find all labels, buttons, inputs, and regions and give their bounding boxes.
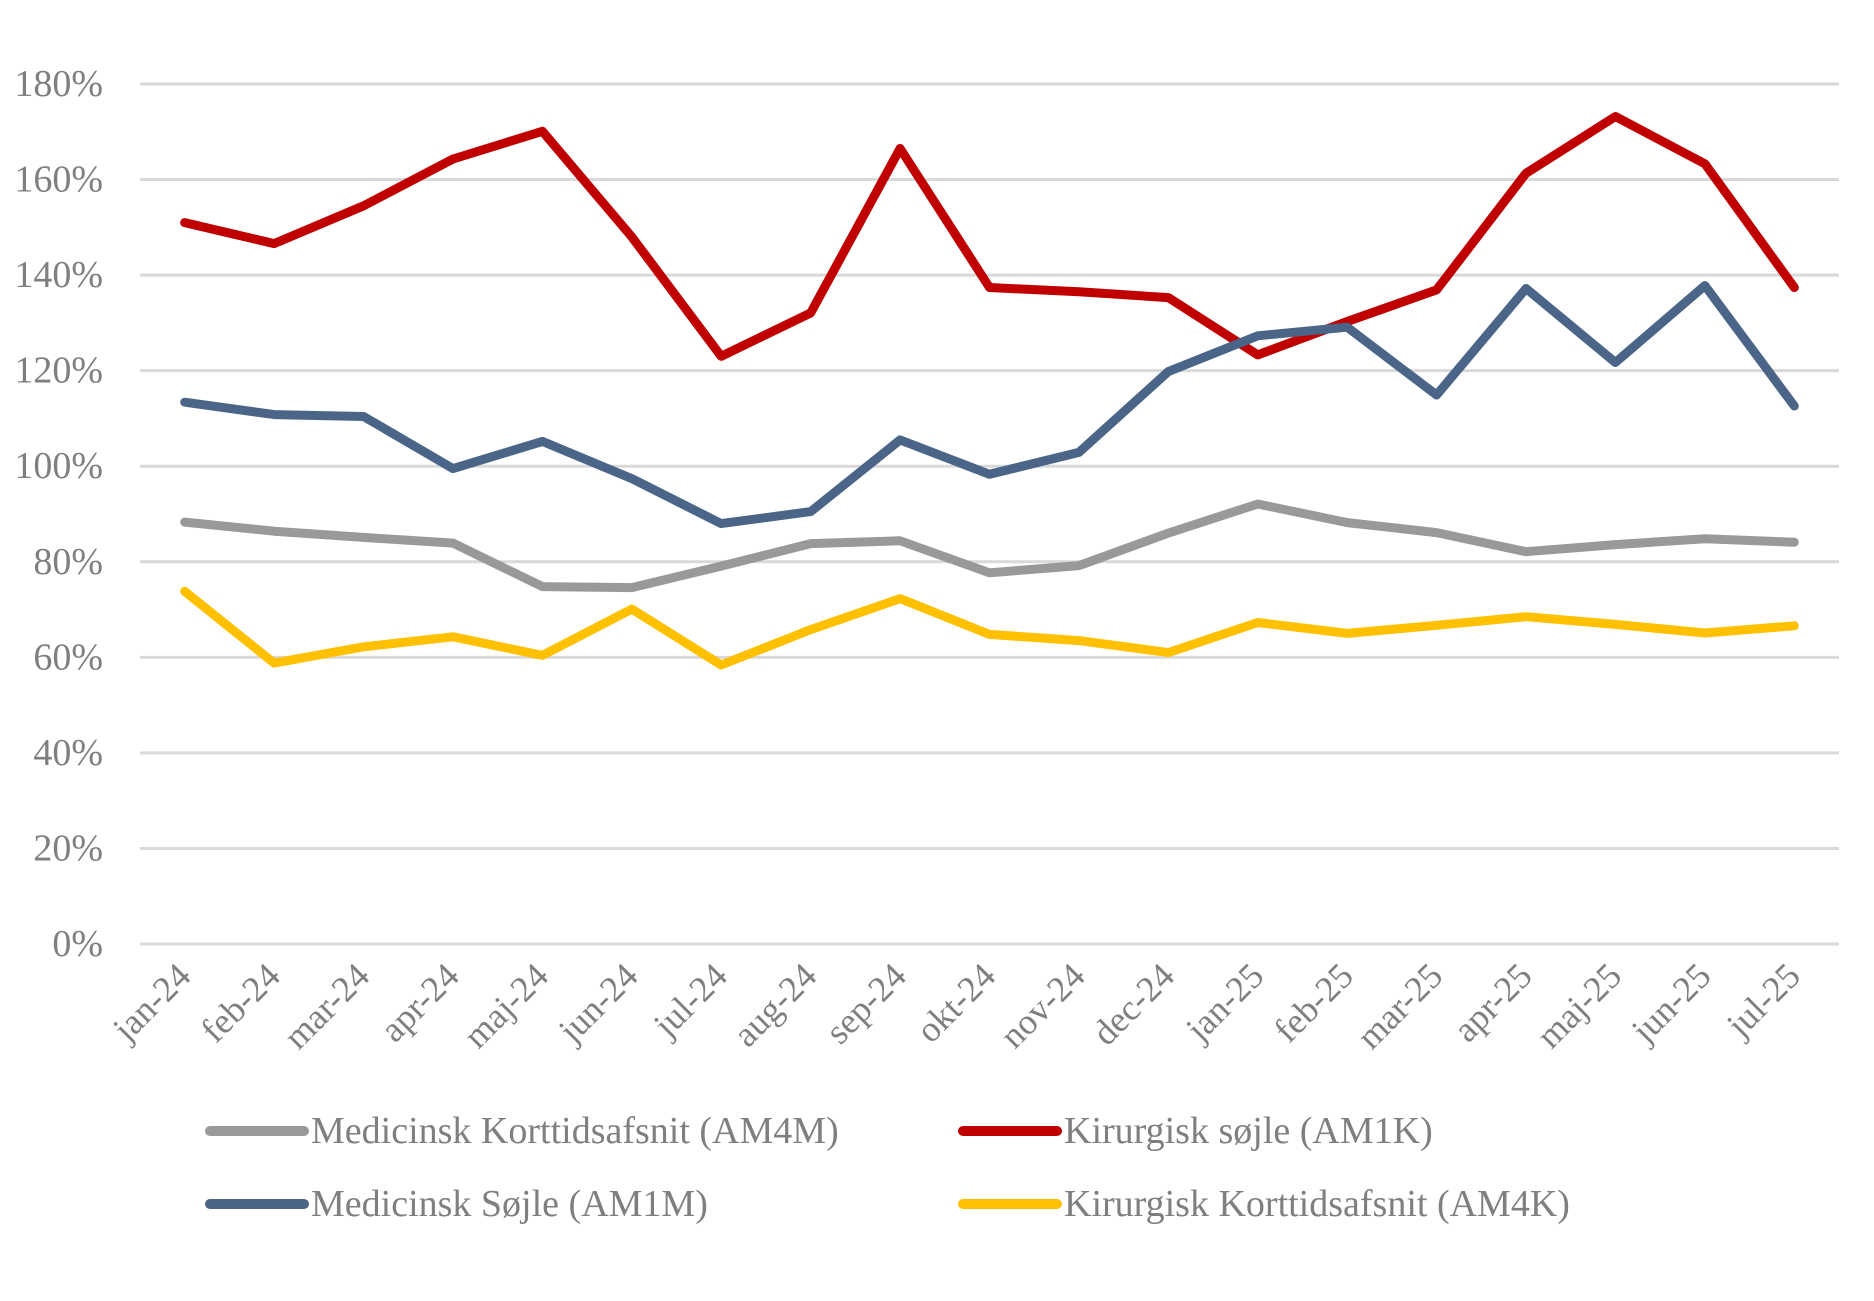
x-tick-label: jun-25 xyxy=(1622,955,1718,1051)
x-tick-label: apr-25 xyxy=(1445,955,1539,1049)
x-tick-label: nov-24 xyxy=(992,955,1092,1055)
x-tick-label: jul-24 xyxy=(644,955,735,1046)
x-tick-label: jul-25 xyxy=(1717,955,1808,1046)
y-tick-label: 100% xyxy=(14,445,103,487)
x-tick-label: feb-24 xyxy=(193,955,288,1050)
legend-item: Medicinsk Korttidsafsnit (AM4M) xyxy=(205,1110,839,1152)
series-line-1 xyxy=(180,499,1799,593)
legend-label: Medicinsk Søjle (AM1M) xyxy=(311,1183,708,1225)
series-points-1 xyxy=(184,503,1795,588)
x-tick-label: mar-25 xyxy=(1349,955,1450,1056)
y-tick-label: 180% xyxy=(14,63,103,105)
x-tick-label: aug-24 xyxy=(725,955,824,1054)
x-tick-label: dec-24 xyxy=(1084,955,1182,1053)
x-tick-label: maj-25 xyxy=(1529,955,1629,1055)
series-line-2 xyxy=(180,112,1799,361)
legend: Medicinsk Korttidsafsnit (AM4M) Kirurgisk… xyxy=(205,1110,1570,1225)
legend-item: Kirurgisk søjle (AM1K) xyxy=(958,1110,1433,1152)
y-tick-label: 120% xyxy=(14,350,103,392)
x-tick-label: jan-24 xyxy=(104,955,199,1050)
x-tick-label: mar-24 xyxy=(276,955,377,1056)
y-tick-label: 60% xyxy=(33,636,103,678)
series-line-3 xyxy=(180,281,1799,529)
series-points-3 xyxy=(184,285,1795,524)
legend-label: Medicinsk Korttidsafsnit (AM4M) xyxy=(311,1110,839,1152)
series-points-4 xyxy=(184,591,1795,666)
legend-label: Kirurgisk Korttidsafsnit (AM4K) xyxy=(1064,1183,1570,1225)
legend-item: Medicinsk Søjle (AM1M) xyxy=(205,1183,708,1225)
y-tick-label: 80% xyxy=(33,541,103,583)
gridlines xyxy=(140,82,1839,946)
series-points-2 xyxy=(184,116,1795,357)
series-line-4 xyxy=(180,586,1799,670)
y-tick-label: 40% xyxy=(33,732,103,774)
y-tick-label: 140% xyxy=(14,254,103,296)
legend-label: Kirurgisk søjle (AM1K) xyxy=(1064,1110,1433,1152)
x-tick-label: sep-24 xyxy=(818,955,914,1051)
series-lines xyxy=(180,112,1799,670)
x-tick-label: feb-25 xyxy=(1266,955,1361,1050)
x-tick-label: apr-24 xyxy=(372,955,466,1049)
x-tick-label: okt-24 xyxy=(908,955,1003,1050)
x-tick-label: jan-25 xyxy=(1177,955,1272,1050)
x-tick-label: jun-24 xyxy=(549,955,645,1051)
legend-item: Kirurgisk Korttidsafsnit (AM4K) xyxy=(958,1183,1570,1225)
y-tick-label: 20% xyxy=(33,827,103,869)
y-tick-label: 0% xyxy=(52,923,103,965)
y-axis-tick-labels: 0% 20% 40% 60% 80% 100% 120% 140% 160% 180% xyxy=(14,63,103,965)
x-tick-label: maj-24 xyxy=(456,955,556,1055)
y-tick-label: 160% xyxy=(14,159,103,201)
